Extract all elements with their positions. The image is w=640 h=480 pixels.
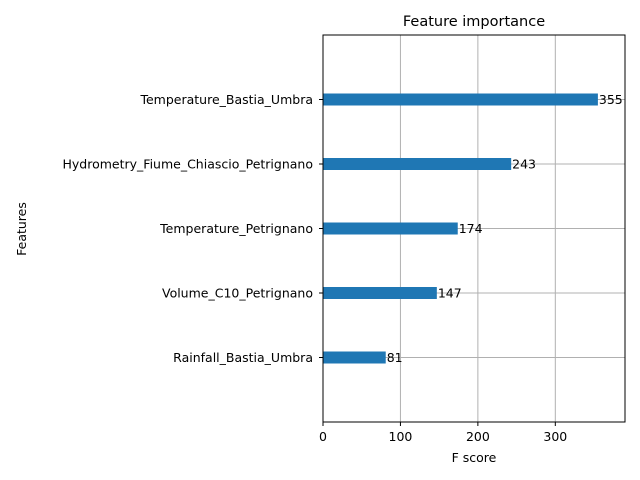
bar-layer <box>323 93 598 364</box>
data-label-Volume_C10_Petrignano: 147 <box>438 286 462 301</box>
x-tick-label: 0 <box>319 429 327 444</box>
chart-title: Feature importance <box>403 14 545 30</box>
data-label-Temperature_Bastia_Umbra: 355 <box>599 92 623 107</box>
label-layer: 81 Rainfall_Bastia_Umbra 147 Volume_C10_Pet… <box>62 92 622 444</box>
bar-Temperature_Petrignano <box>323 222 458 235</box>
y-tick-label: Rainfall_Bastia_Umbra <box>173 350 313 365</box>
data-label-Hydrometry_Fiume_Chiascio_Petrignano: 243 <box>512 157 536 172</box>
x-tick-label: 100 <box>389 429 413 444</box>
data-label-Rainfall_Bastia_Umbra: 81 <box>387 350 403 365</box>
tick-layer <box>319 99 556 426</box>
x-tick-label: 300 <box>543 429 567 444</box>
y-axis-label: Features <box>14 202 29 256</box>
y-tick-label: Temperature_Petrignano <box>159 221 313 236</box>
x-axis-label: F score <box>452 450 497 465</box>
y-tick-label: Temperature_Bastia_Umbra <box>139 92 313 107</box>
bar-Rainfall_Bastia_Umbra <box>323 351 386 364</box>
y-tick-label: Hydrometry_Fiume_Chiascio_Petrignano <box>62 157 313 172</box>
x-tick-label: 200 <box>466 429 490 444</box>
data-label-Temperature_Petrignano: 174 <box>459 221 483 236</box>
y-tick-label: Volume_C10_Petrignano <box>162 286 313 301</box>
bar-Volume_C10_Petrignano <box>323 287 437 299</box>
bar-Hydrometry_Fiume_Chiascio_Petrignano <box>323 158 512 170</box>
bar-Temperature_Bastia_Umbra <box>323 93 598 106</box>
